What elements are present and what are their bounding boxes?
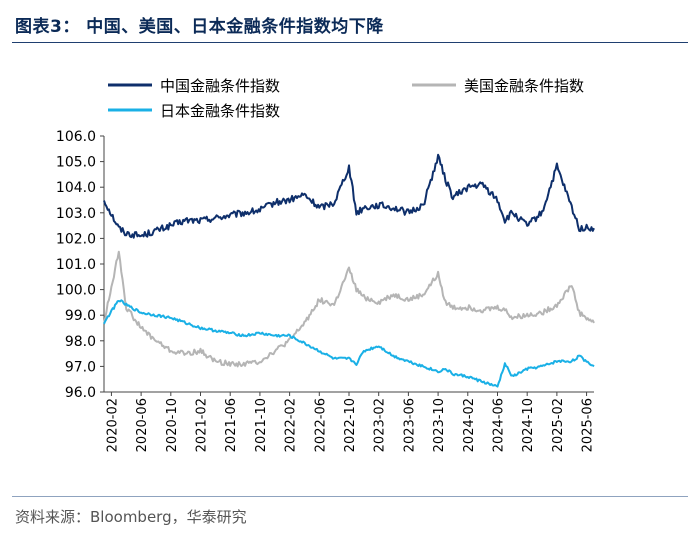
y-tick-label: 104.0 xyxy=(56,180,96,196)
series-line-2 xyxy=(103,299,595,388)
footer-divider xyxy=(12,496,688,497)
x-tick-label: 2023-02 xyxy=(373,398,388,452)
y-tick-label: 102.0 xyxy=(56,231,96,247)
x-tick-label: 2022-02 xyxy=(284,398,299,452)
x-tick-label: 2022-10 xyxy=(343,398,358,452)
x-tick-label: 2024-02 xyxy=(462,398,477,452)
figure-title: 图表3： 中国、美国、日本金融条件指数均下降 xyxy=(15,17,384,37)
x-tick-label: 2020-02 xyxy=(105,398,120,452)
y-axis: 96.0 97.0 98.0 99.0 100.0 101.0 102.0 103.0 104.… xyxy=(56,129,105,401)
x-tick-label: 2025-02 xyxy=(551,398,566,452)
x-tick-label: 2023-06 xyxy=(402,398,417,452)
x-axis: 2020-02 2020-06 2020-10 2021-02 2021-06 2021-… xyxy=(104,391,596,452)
y-tick-label: 97.0 xyxy=(65,359,96,375)
y-tick-label: 100.0 xyxy=(56,283,96,299)
x-tick-label: 2021-06 xyxy=(224,398,239,452)
source-note: 资料来源：Bloomberg，华泰研究 xyxy=(15,508,247,526)
y-tick-label: 106.0 xyxy=(56,129,96,145)
x-tick-label: 2020-06 xyxy=(135,398,150,452)
x-tick-label: 2020-10 xyxy=(165,398,180,452)
series-line-0 xyxy=(103,153,595,239)
series-line-1 xyxy=(103,250,595,368)
y-tick-label: 96.0 xyxy=(65,385,96,401)
y-tick-label: 101.0 xyxy=(56,257,96,273)
x-tick-label: 2022-06 xyxy=(313,398,328,452)
legend-label: 中国金融条件指数 xyxy=(160,77,280,95)
x-tick-label: 2024-06 xyxy=(491,398,506,452)
x-tick-label: 2025-06 xyxy=(581,398,596,452)
series-lines xyxy=(103,153,595,388)
title-divider xyxy=(12,42,688,43)
legend-label: 美国金融条件指数 xyxy=(464,77,584,95)
y-tick-label: 103.0 xyxy=(56,206,96,222)
x-tick-label: 2021-02 xyxy=(195,398,210,452)
y-tick-label: 99.0 xyxy=(65,308,96,324)
legend-label: 日本金融条件指数 xyxy=(160,102,280,120)
y-tick-label: 98.0 xyxy=(65,334,96,350)
x-tick-label: 2021-10 xyxy=(254,398,269,452)
y-tick-label: 105.0 xyxy=(56,155,96,171)
x-tick-label: 2024-10 xyxy=(521,398,536,452)
x-tick-label: 2023-10 xyxy=(432,398,447,452)
